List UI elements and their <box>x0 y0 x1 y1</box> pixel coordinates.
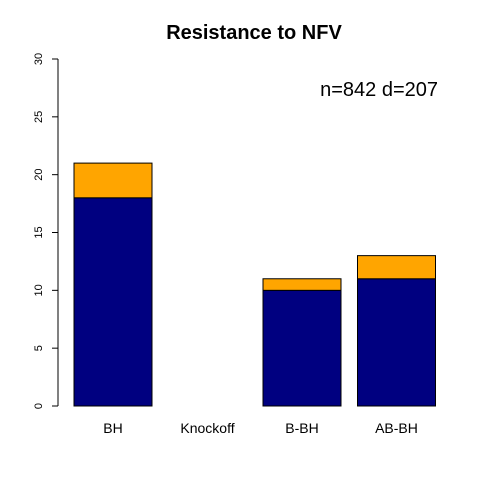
bars <box>73 162 436 407</box>
bar-bh-segment-1 <box>73 197 153 407</box>
x-tick-label: AB-BH <box>375 420 418 436</box>
bar-bh-segment-2 <box>73 162 153 199</box>
x-tick-label: Knockoff <box>180 420 234 436</box>
bar-b-bh-segment-1 <box>262 289 342 407</box>
chart-annotation: n=842 d=207 <box>320 79 438 101</box>
y-tick-label: 0 <box>33 403 45 409</box>
y-tick-label: 30 <box>33 53 45 65</box>
x-tick-label: BH <box>103 420 122 436</box>
y-axis-ticks: 0 5 10 15 20 25 30 <box>33 53 58 409</box>
chart-title: Resistance to NFV <box>166 22 342 44</box>
y-tick-label: 25 <box>33 111 45 123</box>
bar-ab-bh-segment-2 <box>357 255 436 280</box>
bar-ab-bh-segment-1 <box>357 278 436 407</box>
y-tick-label: 20 <box>33 169 45 181</box>
y-tick-label: 10 <box>33 284 45 296</box>
y-tick-label: 5 <box>33 345 45 351</box>
x-tick-label: B-BH <box>285 420 318 436</box>
y-tick-label: 15 <box>33 226 45 238</box>
x-axis-labels: BH Knockoff B-BH AB-BH <box>103 420 418 436</box>
bar-b-bh-segment-2 <box>262 278 342 291</box>
